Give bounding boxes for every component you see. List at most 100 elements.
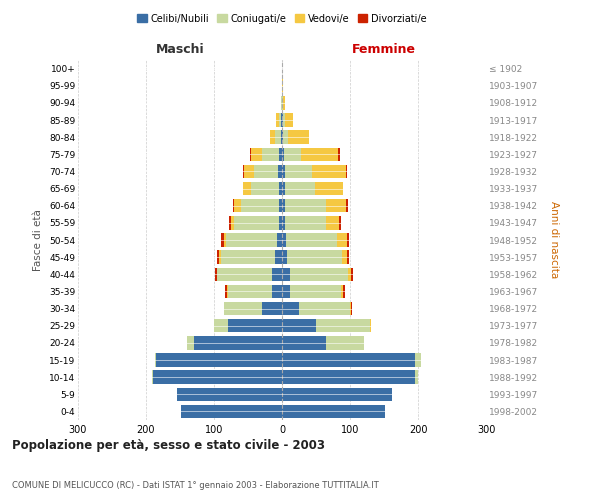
Bar (326, 336, 364, 349)
Bar (152, 370, 153, 384)
Bar (282, 404, 385, 418)
Bar (285, 216, 326, 230)
Bar (282, 319, 316, 332)
Bar (281, 96, 282, 110)
Bar (231, 216, 235, 230)
Bar (224, 234, 226, 246)
Bar (282, 182, 285, 196)
Bar (282, 234, 286, 246)
Bar (415, 354, 421, 366)
Bar (215, 268, 217, 281)
Bar (278, 182, 282, 196)
Bar (278, 114, 281, 126)
Bar (282, 114, 283, 126)
Bar (250, 148, 251, 161)
Text: Femmine: Femmine (352, 44, 416, 57)
Bar (227, 319, 282, 332)
Bar (346, 199, 348, 212)
Bar (282, 199, 285, 212)
Bar (282, 216, 285, 230)
Bar (286, 234, 337, 246)
Bar (282, 370, 415, 384)
Bar (227, 284, 272, 298)
Bar (225, 284, 227, 298)
Bar (278, 148, 282, 161)
Text: Maschi: Maschi (155, 44, 205, 57)
Bar (415, 370, 418, 384)
Bar (287, 250, 342, 264)
Bar (244, 164, 254, 178)
Bar (251, 148, 262, 161)
Bar (316, 182, 343, 196)
Bar (301, 148, 338, 161)
Bar (346, 164, 347, 178)
Bar (284, 148, 301, 161)
Bar (275, 130, 281, 144)
Bar (270, 130, 275, 144)
Y-axis label: Fasce di età: Fasce di età (34, 209, 43, 271)
Bar (342, 250, 347, 264)
Bar (187, 336, 194, 349)
Bar (350, 302, 352, 316)
Bar (235, 216, 278, 230)
Bar (226, 234, 277, 246)
Bar (285, 164, 312, 178)
Bar (221, 234, 224, 246)
Bar (243, 164, 244, 178)
Bar (283, 114, 285, 126)
Bar (278, 164, 282, 178)
Bar (272, 284, 282, 298)
Bar (283, 96, 285, 110)
Bar (272, 268, 282, 281)
Y-axis label: Anni di nascita: Anni di nascita (549, 202, 559, 278)
Bar (262, 148, 278, 161)
Bar (285, 182, 316, 196)
Bar (214, 319, 227, 332)
Bar (278, 199, 282, 212)
Bar (312, 164, 346, 178)
Bar (370, 319, 371, 332)
Bar (281, 114, 282, 126)
Bar (348, 268, 352, 281)
Bar (220, 250, 221, 264)
Bar (282, 79, 283, 92)
Text: COMUNE DI MELICUCCO (RC) - Dati ISTAT 1° gennaio 2003 - Elaborazione TUTTITALIA.: COMUNE DI MELICUCCO (RC) - Dati ISTAT 1°… (12, 481, 379, 490)
Bar (282, 148, 284, 161)
Bar (282, 302, 299, 316)
Bar (282, 96, 283, 110)
Bar (285, 114, 293, 126)
Bar (299, 302, 350, 316)
Bar (337, 234, 347, 246)
Bar (262, 302, 282, 316)
Bar (217, 250, 220, 264)
Bar (282, 268, 290, 281)
Bar (229, 216, 231, 230)
Legend: Celibi/Nubili, Coniugati/e, Vedovi/e, Divorziati/e: Celibi/Nubili, Coniugati/e, Vedovi/e, Di… (133, 10, 431, 28)
Bar (276, 114, 278, 126)
Bar (347, 250, 349, 264)
Bar (243, 182, 251, 196)
Bar (347, 234, 349, 246)
Bar (275, 250, 282, 264)
Bar (277, 234, 282, 246)
Bar (241, 199, 278, 212)
Bar (281, 130, 282, 144)
Bar (341, 284, 343, 298)
Bar (224, 302, 262, 316)
Bar (181, 404, 282, 418)
Bar (338, 148, 340, 161)
Bar (153, 370, 282, 384)
Bar (283, 130, 288, 144)
Text: Popolazione per età, sesso e stato civile - 2003: Popolazione per età, sesso e stato civil… (12, 440, 325, 452)
Bar (339, 216, 341, 230)
Bar (194, 336, 282, 349)
Bar (217, 268, 272, 281)
Bar (251, 182, 278, 196)
Bar (308, 130, 309, 144)
Bar (282, 164, 285, 178)
Bar (290, 284, 341, 298)
Bar (235, 199, 241, 212)
Bar (254, 164, 278, 178)
Bar (290, 268, 348, 281)
Bar (285, 199, 326, 212)
